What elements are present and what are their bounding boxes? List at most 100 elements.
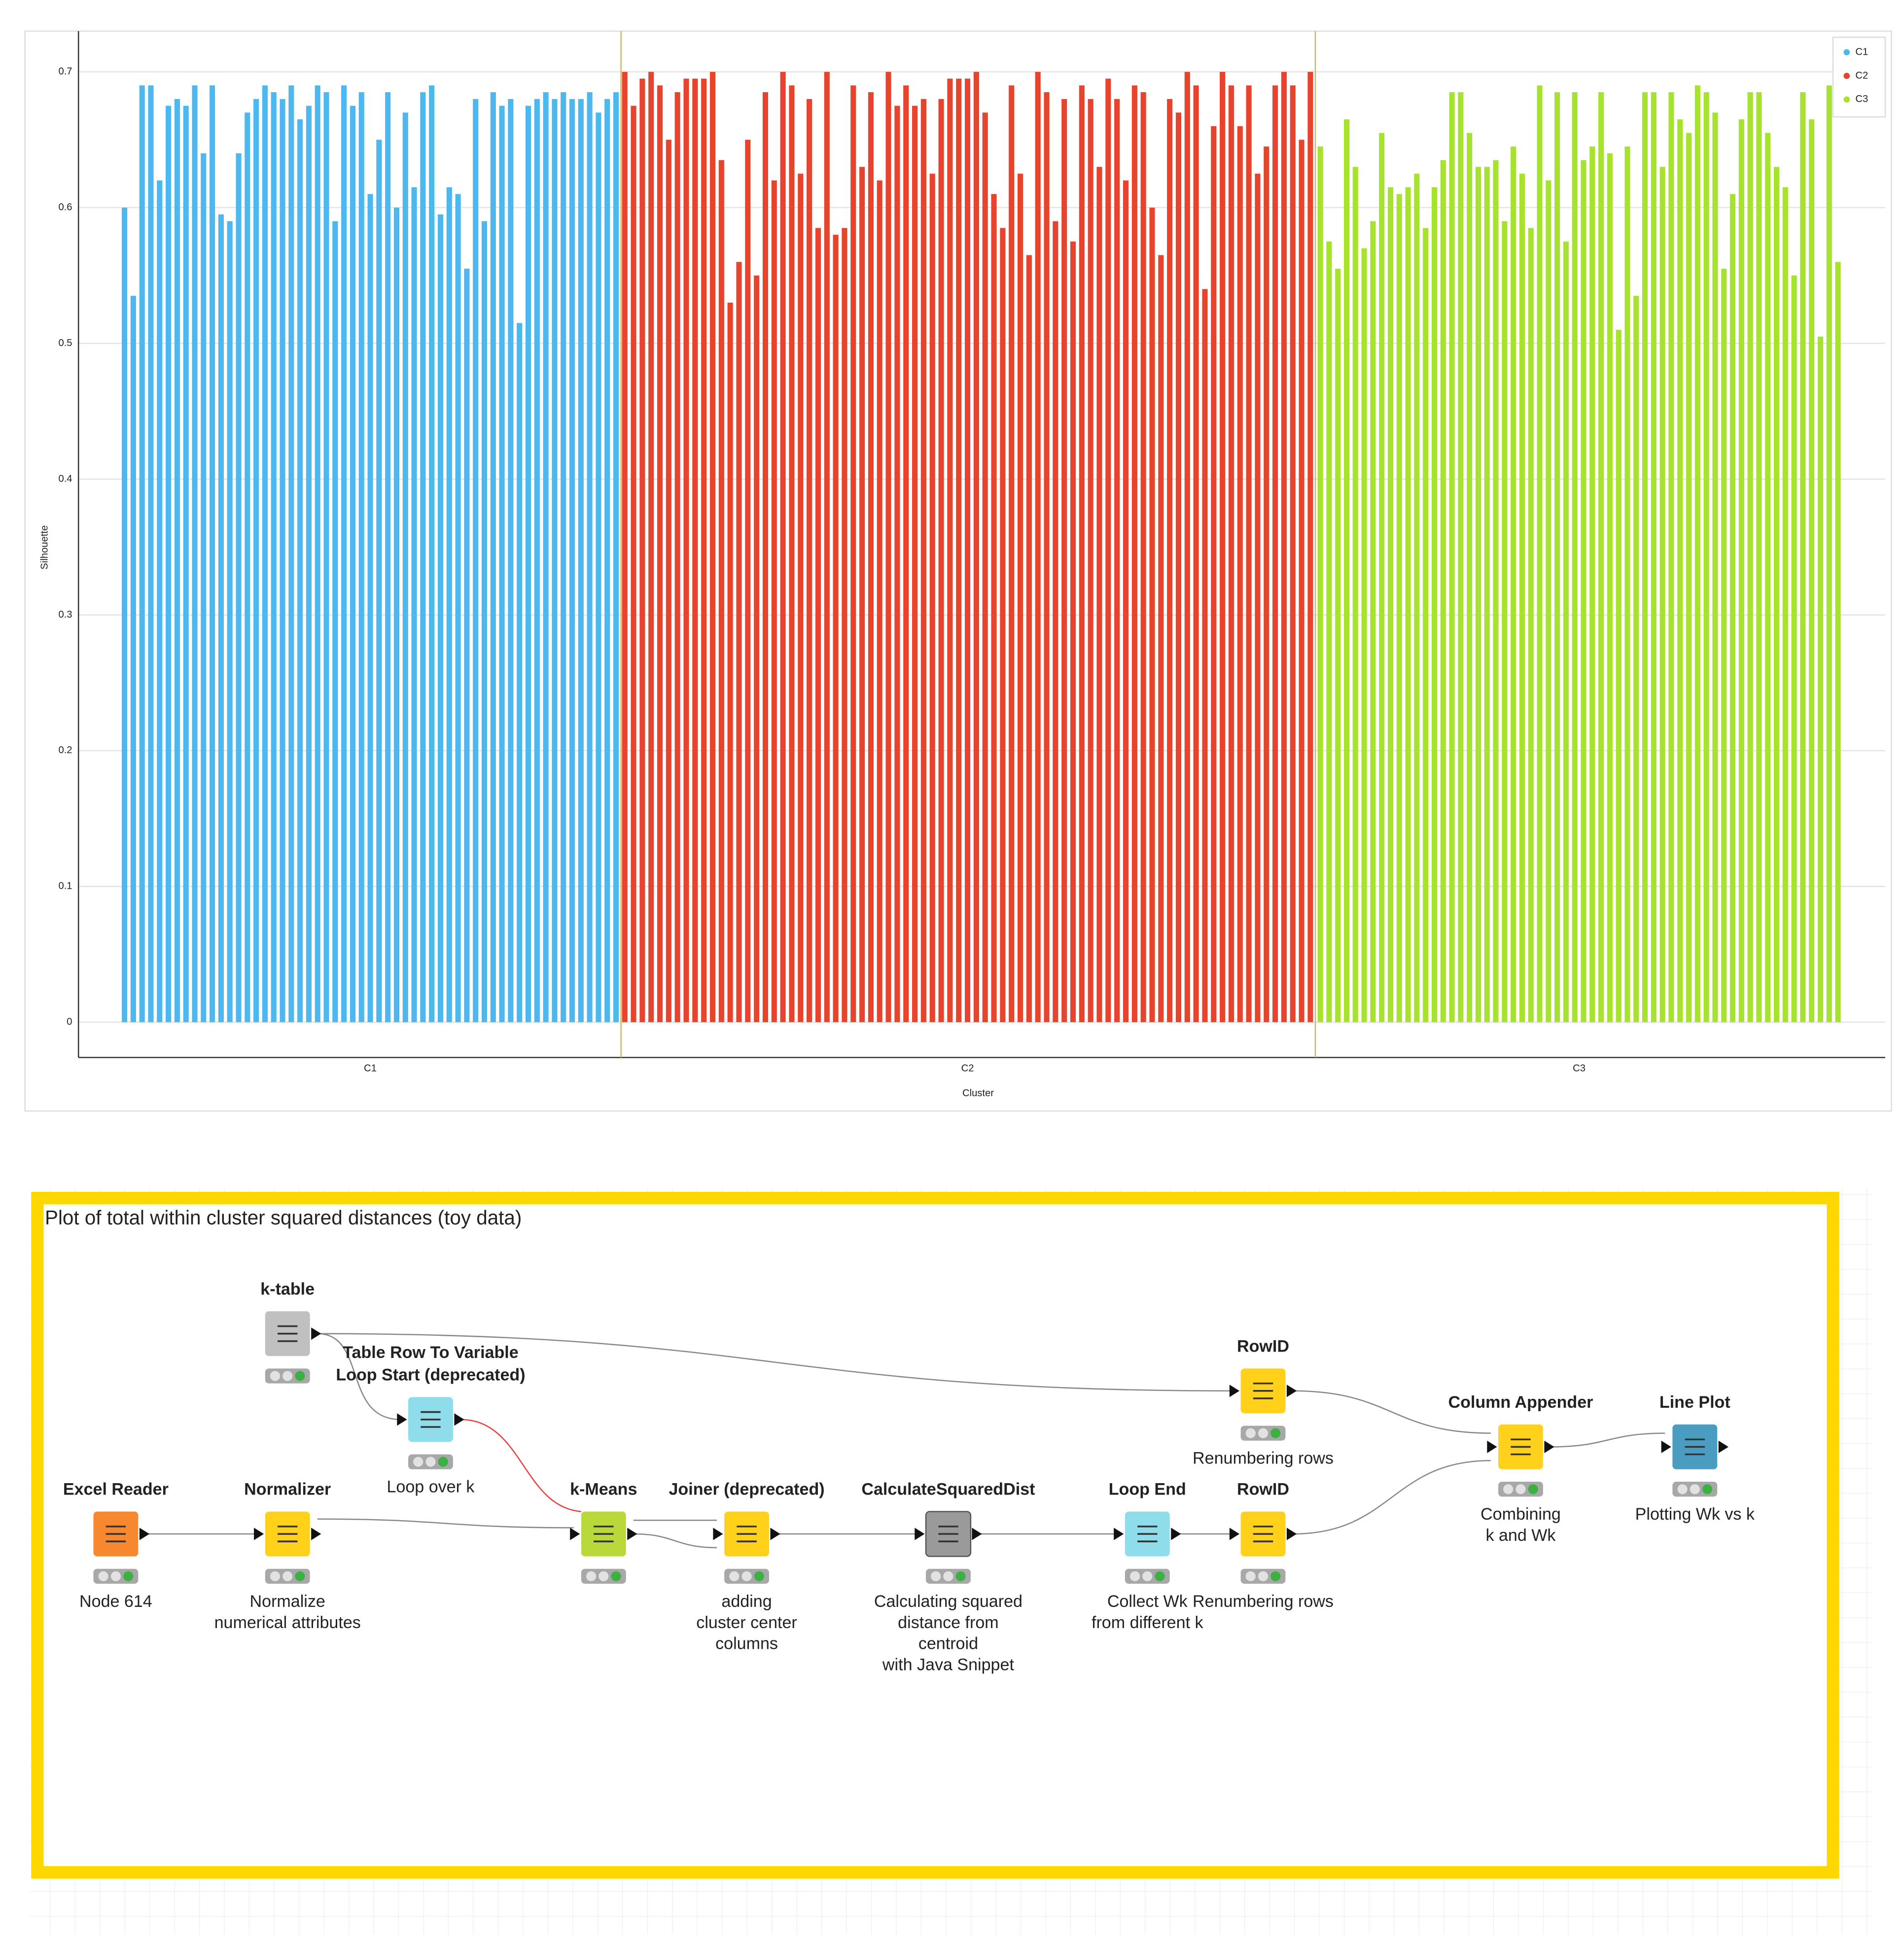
legend-label: C1 [1855, 46, 1868, 57]
y-tick-label: 0.5 [58, 338, 72, 348]
status-light [1142, 1571, 1153, 1581]
bar [1220, 71, 1226, 1022]
bar [1773, 167, 1780, 1022]
connection [1551, 1432, 1665, 1448]
status-light [729, 1571, 740, 1581]
node-name: Table Row To Variable [343, 1343, 518, 1362]
bar [1299, 139, 1305, 1022]
out-port [454, 1413, 464, 1426]
status-light [1702, 1484, 1713, 1495]
bar [1668, 92, 1674, 1022]
bar [1546, 180, 1551, 1022]
bar [964, 78, 971, 1022]
bar [552, 99, 558, 1022]
bar [1317, 146, 1323, 1022]
bar [1272, 85, 1278, 1022]
node-name: Line Plot [1659, 1393, 1730, 1412]
status-light [123, 1571, 134, 1581]
bar [130, 296, 136, 1022]
legend-marker [1843, 96, 1850, 103]
node-label: k and Wk [1485, 1526, 1556, 1545]
out-port [139, 1528, 150, 1540]
bar [1237, 126, 1243, 1022]
bar [1335, 269, 1341, 1022]
bar [1598, 92, 1604, 1022]
bar [534, 99, 540, 1022]
status-light [1516, 1484, 1526, 1495]
bar [569, 99, 575, 1022]
bar [833, 235, 839, 1022]
bar [604, 99, 610, 1022]
bar [192, 85, 198, 1022]
status-light [1155, 1571, 1165, 1581]
bar [358, 92, 364, 1022]
bar [903, 85, 909, 1022]
bar [709, 71, 716, 1022]
bar [148, 85, 154, 1022]
bar [350, 105, 355, 1022]
bar [1800, 92, 1806, 1022]
status-light [110, 1571, 121, 1581]
bar [631, 105, 636, 1022]
bar [306, 105, 312, 1022]
status-light [295, 1371, 305, 1381]
bar [754, 275, 760, 1022]
bar [499, 105, 505, 1022]
bar [1414, 174, 1420, 1022]
node-label: Loop over k [387, 1478, 475, 1496]
status-light [1258, 1428, 1269, 1438]
status-light [943, 1571, 953, 1581]
bar [1202, 289, 1208, 1022]
status-light [955, 1571, 966, 1581]
bar [613, 92, 619, 1022]
bar [464, 269, 470, 1022]
bar [1307, 71, 1313, 1022]
bar [885, 71, 891, 1022]
legend-label: C3 [1855, 94, 1868, 104]
bar [1449, 92, 1455, 1022]
node-name: Loop Start (deprecated) [336, 1366, 525, 1385]
bar [1616, 330, 1622, 1022]
out-port [627, 1528, 637, 1540]
status-light [931, 1571, 941, 1581]
bar [1070, 242, 1076, 1022]
bar [1431, 187, 1437, 1022]
bar [587, 92, 593, 1022]
bar [1502, 221, 1508, 1022]
bar [1026, 255, 1032, 1022]
node-name: Column Appender [1448, 1393, 1593, 1412]
node-name: Normalizer [244, 1480, 331, 1499]
status-light [438, 1457, 448, 1467]
status-light [586, 1571, 597, 1581]
status-light [270, 1571, 281, 1581]
bar [850, 85, 856, 1022]
bar [508, 99, 514, 1022]
bar [771, 180, 777, 1022]
bar [824, 71, 830, 1022]
node-glyph [421, 1411, 441, 1428]
bar [1053, 221, 1058, 1022]
bar [718, 160, 724, 1022]
bar [1642, 92, 1648, 1022]
node-glyph [106, 1526, 126, 1542]
connections [145, 1333, 1665, 1549]
chart: 0 0.1 0.2 0.3 0.4 0.5 0.6 0.7 C1 C2 C3 C1 C2 C3 [58, 31, 1886, 1074]
bar [490, 92, 496, 1022]
bar [1458, 92, 1464, 1022]
node-glyph [1511, 1438, 1531, 1456]
bar [253, 99, 259, 1022]
connection [633, 1533, 717, 1549]
bar [429, 85, 435, 1022]
bar [807, 99, 812, 1022]
bar [1528, 228, 1534, 1022]
bar [1290, 85, 1296, 1022]
node-label: cluster center [696, 1613, 797, 1632]
bar [727, 302, 733, 1022]
bar [1158, 255, 1164, 1022]
status-light [1245, 1571, 1256, 1581]
status-light [1270, 1571, 1281, 1581]
bar [1633, 296, 1639, 1022]
in-port [713, 1528, 723, 1540]
bar [947, 78, 953, 1022]
bar [929, 174, 935, 1022]
